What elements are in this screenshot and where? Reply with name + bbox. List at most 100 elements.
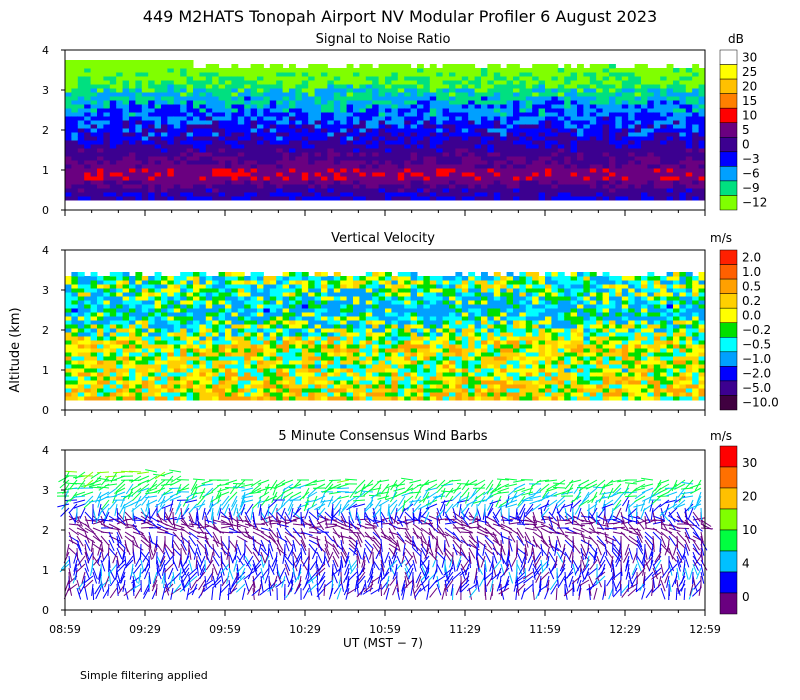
snr-cell: [429, 180, 437, 185]
snr-cell: [583, 68, 591, 73]
snr-cell: [685, 124, 693, 129]
snr-cell: [577, 96, 584, 101]
snr-cell: [653, 92, 661, 97]
snr-cell: [545, 72, 552, 77]
velocity-cell: [116, 280, 124, 285]
snr-cell: [378, 120, 386, 125]
snr-cell: [301, 76, 309, 81]
snr-cell: [538, 176, 546, 181]
snr-cell: [628, 68, 636, 73]
velocity-cell: [321, 288, 328, 293]
snr-cell: [513, 172, 520, 177]
snr-cell: [449, 168, 456, 173]
velocity-cell: [353, 320, 360, 325]
snr-cell: [570, 160, 578, 165]
snr-cell: [628, 144, 636, 149]
velocity-cell: [231, 344, 239, 349]
velocity-cell: [263, 300, 271, 305]
velocity-cell: [71, 324, 79, 329]
snr-cell: [570, 96, 578, 101]
snr-cell: [519, 148, 527, 153]
snr-cell: [481, 108, 488, 113]
snr-cell: [679, 140, 687, 145]
velocity-cell: [218, 396, 226, 401]
snr-cell: [77, 148, 85, 153]
velocity-cell: [257, 296, 264, 301]
velocity-cell: [148, 368, 156, 373]
snr-cell: [653, 72, 661, 77]
snr-cell: [103, 76, 111, 81]
velocity-cell: [205, 348, 213, 353]
velocity-cell: [77, 360, 85, 365]
snr-cell: [596, 132, 604, 137]
snr-cell: [404, 92, 412, 97]
snr-cell: [513, 160, 520, 165]
snr-cell: [647, 136, 655, 141]
snr-cell: [557, 96, 565, 101]
snr-cell: [269, 128, 277, 133]
velocity-cell: [71, 388, 79, 393]
snr-cell: [295, 164, 303, 169]
snr-cell: [77, 196, 85, 201]
snr-cell: [77, 96, 85, 101]
snr-cell: [103, 84, 111, 89]
velocity-cell: [186, 396, 194, 401]
snr-cell: [205, 180, 213, 185]
snr-cell: [641, 84, 648, 89]
snr-cell: [397, 104, 405, 109]
snr-cell: [673, 196, 680, 201]
snr-cell: [231, 140, 239, 145]
snr-cell: [340, 128, 348, 133]
snr-cell: [417, 96, 424, 101]
snr-cell: [442, 64, 450, 69]
snr-cell: [372, 76, 380, 81]
velocity-cell: [282, 332, 290, 337]
snr-cell: [231, 128, 239, 133]
snr-cell: [481, 84, 488, 89]
snr-cell: [429, 128, 437, 133]
snr-cell: [641, 152, 648, 157]
snr-cell: [129, 112, 136, 117]
snr-cell: [237, 100, 245, 105]
snr-cell: [353, 100, 360, 105]
velocity-cell: [109, 284, 117, 289]
snr-cell: [244, 124, 252, 129]
snr-cell: [609, 164, 616, 169]
snr-cell: [461, 72, 469, 77]
velocity-cell: [154, 292, 162, 297]
snr-cell: [660, 112, 668, 117]
velocity-cell: [97, 328, 104, 333]
snr-cell: [436, 112, 444, 117]
velocity-cell: [65, 364, 72, 369]
velocity-cell: [103, 348, 111, 353]
snr-cell: [301, 72, 309, 77]
velocity-cell: [161, 368, 168, 373]
snr-cell: [602, 72, 610, 77]
snr-cell: [289, 160, 296, 165]
snr-cell: [135, 104, 143, 109]
velocity-cell: [122, 296, 130, 301]
velocity-cell: [289, 336, 296, 341]
snr-cell: [513, 176, 520, 181]
snr-cell: [660, 184, 668, 189]
velocity-cell: [71, 352, 79, 357]
snr-cell: [679, 160, 687, 165]
snr-cell: [685, 172, 693, 177]
snr-cell: [84, 76, 92, 81]
velocity-cell: [90, 376, 98, 381]
velocity-cell: [353, 340, 360, 345]
snr-cell: [148, 172, 156, 177]
snr-cell: [340, 172, 348, 177]
snr-cell: [84, 196, 92, 201]
velocity-cell: [180, 328, 188, 333]
velocity-cell: [346, 280, 354, 285]
snr-cell: [679, 168, 687, 173]
snr-cell: [199, 188, 207, 193]
snr-cell: [423, 160, 431, 165]
velocity-cell: [378, 376, 386, 381]
snr-cell: [474, 136, 482, 141]
snr-cell: [193, 136, 200, 141]
velocity-cell: [129, 276, 136, 281]
y-tick-label: 0: [42, 204, 49, 217]
velocity-cell: [141, 392, 149, 397]
